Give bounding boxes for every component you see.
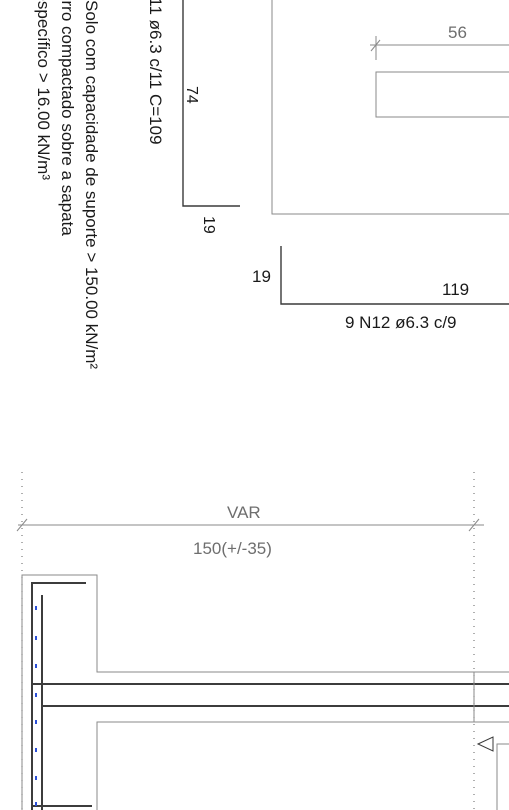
bar-n12-label: 9 N12 ø6.3 c/9 <box>345 313 457 332</box>
section-arrow-head <box>476 736 494 752</box>
notes-block: Solo com capacidade de suporte > 150.00 … <box>34 0 101 369</box>
top-section-inner-box <box>375 71 509 118</box>
bar-n11-leg-long: 74 <box>183 86 200 104</box>
top-section: 56 <box>271 0 509 215</box>
footing-outline <box>21 574 509 810</box>
footing-dim-tick-right <box>468 518 480 532</box>
top-section-outline <box>271 0 509 215</box>
bar-n12-leg: 19 <box>252 267 271 286</box>
bar-n12-shape <box>280 246 509 305</box>
bar-n11-leg-short: 19 <box>200 216 217 234</box>
rebar-dot <box>35 606 37 610</box>
rebar-dot <box>35 748 37 752</box>
rebar-cross-section-dots <box>35 606 37 806</box>
bar-n11-detail: N11 ø6.3 c/11 C=109 74 19 <box>146 0 240 234</box>
rebar-dot <box>35 636 37 640</box>
footing-outline-lower <box>96 721 509 810</box>
note-soil-capacity: Solo com capacidade de suporte > 150.00 … <box>82 0 101 369</box>
rebar-dot <box>35 776 37 780</box>
bar-n11-shape <box>182 0 240 207</box>
top-section-dim-text: 56 <box>448 23 467 42</box>
footing-elevation: VAR 150(+/-35) <box>16 472 509 810</box>
bar-n11-label: N11 ø6.3 c/11 C=109 <box>146 0 165 145</box>
bar-n12-length: 119 <box>442 280 469 299</box>
rebar-dot <box>35 802 37 806</box>
rebar-dot <box>35 720 37 724</box>
footing-dim-width: 150(+/-35) <box>193 539 272 558</box>
rebar-top-hook <box>31 582 86 810</box>
section-arrow-leader <box>496 743 509 810</box>
bar-n12-detail: 19 119 9 N12 ø6.3 c/9 <box>252 246 509 332</box>
section-marker-arrow <box>476 736 509 810</box>
rebar-dot <box>35 664 37 668</box>
footing-dim-tick-left <box>16 518 28 532</box>
rebar-dot <box>35 693 37 697</box>
footing-dim-var: VAR <box>227 503 261 522</box>
note-specific-weight: Peso específico > 16.00 kN/m³ <box>34 0 53 180</box>
note-compacted-fill: Aterro compactado sobre a sapata <box>58 0 77 236</box>
